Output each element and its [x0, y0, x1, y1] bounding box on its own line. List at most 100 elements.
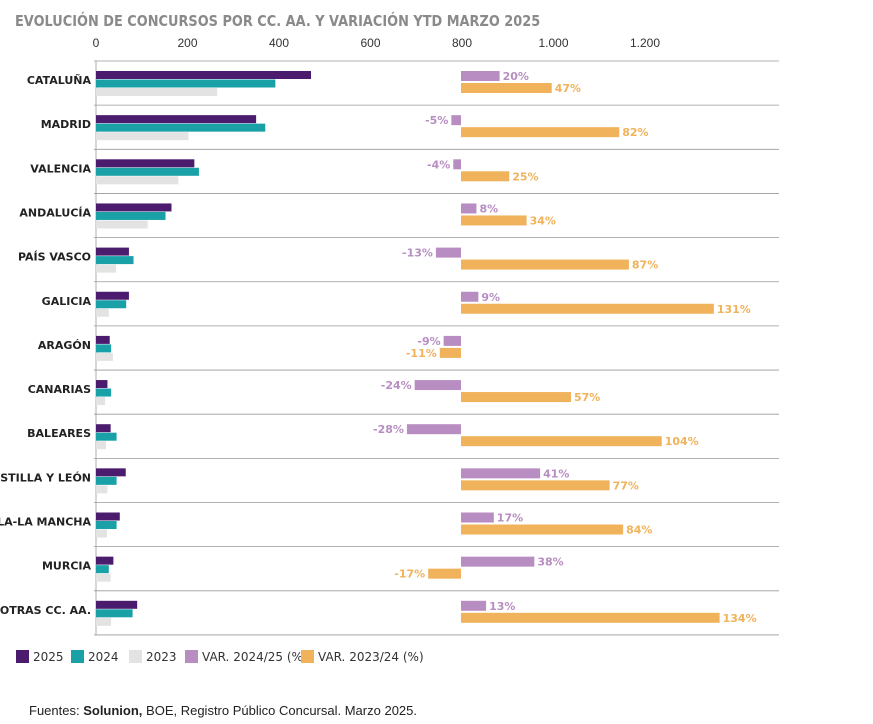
var-2024-25-bar [406, 424, 461, 435]
var-2024-25-label: 9% [481, 291, 500, 304]
var-2023-24-label: 82% [622, 126, 648, 139]
var-2024-25-label: -13% [402, 247, 433, 260]
legend-swatch [71, 650, 84, 663]
var-2023-24-bar [461, 171, 510, 182]
bar-2025 [96, 380, 108, 389]
var-layer [406, 71, 720, 623]
x-tick-label: 1.200 [630, 36, 660, 50]
var-2024-25-bar [461, 203, 477, 214]
legend-swatch [16, 650, 29, 663]
bar-2023 [96, 485, 108, 494]
tick-layer: 0 200 400 600 800 1.000 1.200 [93, 36, 661, 50]
bar-2024 [96, 388, 112, 397]
var-2024-25-label: 41% [543, 467, 569, 480]
var-2023-24-label: 104% [665, 435, 699, 448]
var-2023-24-bar [461, 480, 610, 491]
bar-2025 [96, 600, 138, 609]
bar-2024 [96, 256, 134, 265]
var-2024-25-label: 8% [479, 202, 498, 215]
bar-2023 [96, 397, 106, 406]
var-2024-25-label: -4% [427, 158, 450, 171]
var-2024-25-bar [443, 335, 461, 346]
x-tick-label: 0 [93, 36, 100, 50]
var-2023-24-label: 131% [717, 303, 751, 316]
var-2024-25-label: 13% [489, 600, 515, 613]
bar-2023 [96, 529, 107, 538]
legend-label: 2023 [146, 650, 177, 664]
category-label: PAÍS VASCO [18, 251, 91, 264]
bar-2023 [96, 617, 112, 626]
legend-layer: 2025 2024 2023 VAR. 2024/25 (%) VAR. 2023/24… [16, 650, 424, 664]
bar-2023 [96, 88, 218, 96]
bar-layer [96, 71, 312, 626]
x-tick-label: 1.000 [538, 36, 568, 50]
grid-layer [94, 60, 779, 636]
var-2024-25-label: -9% [417, 335, 440, 348]
bar-2023 [96, 264, 117, 273]
bar-2024 [96, 211, 166, 220]
bar-2025 [96, 512, 120, 521]
var-2024-25-label: 20% [503, 70, 529, 83]
bar-2025 [96, 203, 172, 212]
category-label: CATALUÑA [27, 74, 92, 87]
var-2023-24-label: 77% [613, 479, 639, 492]
category-label: ANDALUCÍA [19, 206, 91, 219]
var-2024-25-bar [453, 159, 461, 170]
var-2024-25-label: 17% [497, 512, 523, 525]
bar-2024 [96, 79, 276, 88]
bar-2024 [96, 609, 133, 618]
bar-2023 [96, 176, 179, 185]
category-label: GALICIA [42, 295, 92, 308]
source-bold: Solunion, [83, 703, 143, 718]
var-2023-24-bar [461, 215, 527, 226]
var-2023-24-bar [461, 612, 720, 623]
category-label: ARAGÓN [38, 339, 91, 352]
var-2024-25-bar [435, 247, 461, 258]
var-2024-25-bar [461, 556, 535, 567]
var-2023-24-bar [461, 392, 572, 403]
label-layer: CATALUÑA 20% 47% MADRID -5% 82% VALENCIA -4% 25%… [0, 70, 757, 625]
bar-2025 [96, 556, 114, 565]
var-2023-24-bar [439, 347, 461, 358]
source-prefix: Fuentes: [29, 703, 84, 718]
var-2023-24-label: -17% [394, 568, 425, 581]
bar-2025 [96, 291, 129, 300]
var-2024-25-bar [461, 468, 541, 479]
category-label: BALEARES [27, 427, 91, 440]
var-2023-24-label: 134% [723, 612, 757, 625]
bar-2023 [96, 352, 113, 361]
var-2023-24-label: 25% [512, 170, 538, 183]
var-2023-24-bar [461, 436, 662, 447]
var-2023-24-label: -11% [406, 347, 437, 360]
bar-2023 [96, 573, 111, 582]
bar-2024 [96, 565, 109, 574]
var-2024-25-bar [461, 600, 487, 611]
bar-2023 [96, 441, 107, 450]
var-2023-24-label: 47% [555, 82, 581, 95]
bar-2024 [96, 521, 117, 529]
bar-2025 [96, 468, 126, 477]
var-2024-25-bar [451, 115, 461, 126]
bar-2023 [96, 308, 109, 317]
legend-swatch [185, 650, 198, 663]
var-2024-25-bar [461, 291, 479, 302]
bar-2025 [96, 424, 111, 433]
x-tick-label: 200 [177, 36, 197, 50]
bar-2024 [96, 167, 199, 176]
category-label: CANARIAS [28, 383, 91, 396]
bar-2023 [96, 132, 189, 141]
var-2023-24-label: 87% [632, 259, 658, 272]
legend-label: VAR. 2023/24 (%) [318, 650, 424, 664]
category-label: OTRAS CC. AA. [0, 604, 91, 617]
var-2024-25-label: 38% [537, 556, 563, 569]
var-2024-25-label: -5% [425, 114, 448, 127]
legend-label: 2024 [88, 650, 119, 664]
source-note: Fuentes: Solunion, BOE, Registro Público… [29, 703, 417, 718]
bar-2025 [96, 247, 129, 256]
bar-2024 [96, 123, 266, 132]
var-2023-24-bar [461, 303, 714, 314]
var-2023-24-bar [428, 568, 461, 579]
bar-2024 [96, 300, 127, 309]
var-2024-25-bar [461, 71, 500, 81]
